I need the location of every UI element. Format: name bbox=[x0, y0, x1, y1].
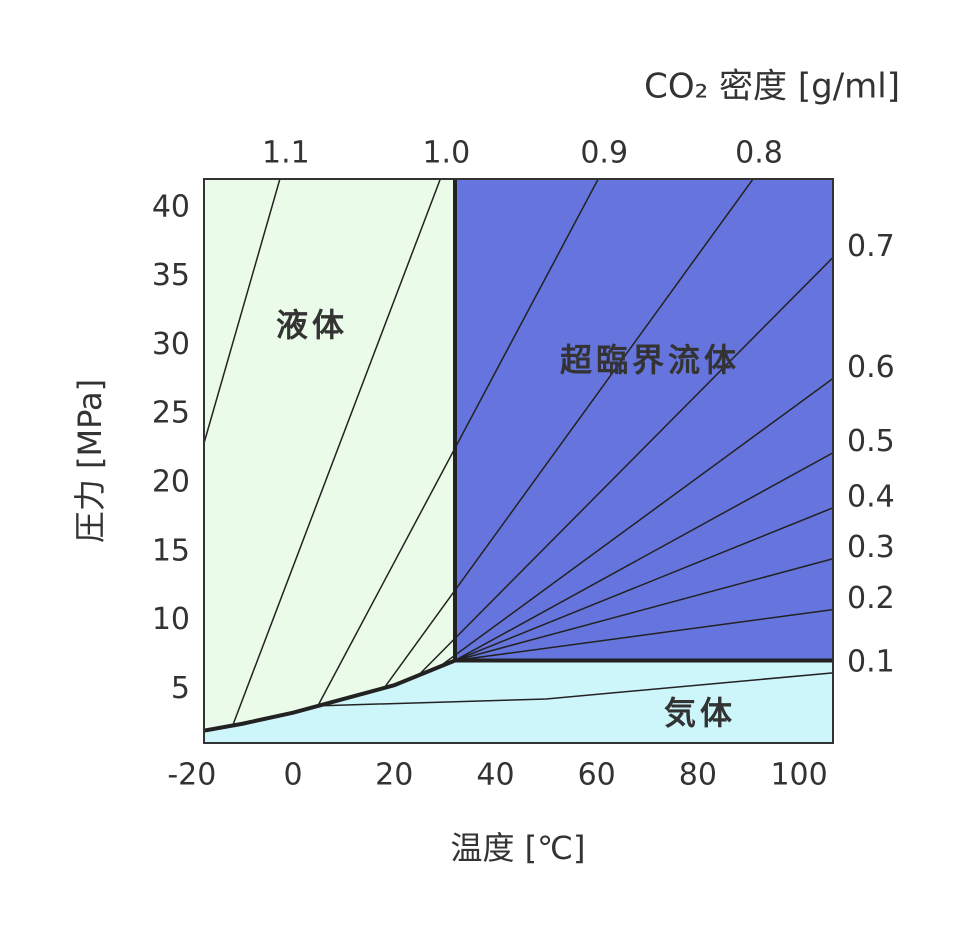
y-tick-label: 30 bbox=[152, 327, 190, 362]
y-tick-label: 20 bbox=[152, 465, 190, 500]
y-axis-title: 圧力 [MPa] bbox=[71, 379, 109, 543]
y-tick-label: 25 bbox=[152, 396, 190, 431]
region-label: 気体 bbox=[664, 694, 736, 732]
y-tick-label: 40 bbox=[152, 189, 190, 224]
density-isoline bbox=[317, 179, 599, 707]
x-axis-title: 温度 [℃] bbox=[450, 829, 585, 867]
y-tick-label: 10 bbox=[152, 602, 190, 637]
density-isoline bbox=[454, 557, 833, 662]
density-isoline bbox=[439, 377, 833, 667]
density-isoline bbox=[204, 179, 281, 444]
x-tick-label: 100 bbox=[770, 758, 827, 793]
density-isoline bbox=[454, 452, 833, 662]
region-label: 液体 bbox=[276, 306, 348, 344]
vapor-curve bbox=[204, 658, 456, 733]
x-tick-label: 20 bbox=[375, 758, 413, 793]
isoline-label: 0.5 bbox=[847, 424, 895, 459]
y-tick-label: 35 bbox=[152, 258, 190, 293]
isoline-label: 0.2 bbox=[847, 581, 895, 616]
supercritical-region bbox=[454, 179, 833, 661]
plot-area bbox=[204, 179, 833, 743]
top-axis-title: CO₂ 密度 [g/ml] bbox=[644, 67, 900, 107]
density-isoline bbox=[454, 507, 833, 662]
density-isoline bbox=[232, 179, 442, 726]
isoline-label: 1.1 bbox=[262, 136, 310, 171]
y-tick-label: 5 bbox=[171, 671, 190, 706]
isoline-label: 0.9 bbox=[580, 136, 628, 171]
x-tick-label: 40 bbox=[476, 758, 514, 793]
isoline-label: 0.1 bbox=[847, 644, 895, 679]
liquid-region bbox=[204, 179, 455, 731]
isoline-label: 0.4 bbox=[847, 479, 895, 514]
density-isoline bbox=[384, 179, 754, 688]
isoline-label: 0.3 bbox=[847, 530, 895, 565]
isoline-label: 0.7 bbox=[847, 229, 895, 264]
x-tick-label: 0 bbox=[284, 758, 303, 793]
isoline-label: 0.6 bbox=[847, 350, 895, 385]
y-tick-label: 15 bbox=[152, 533, 190, 568]
x-tick-label: -20 bbox=[167, 758, 216, 793]
density-isoline bbox=[417, 256, 833, 677]
density-isoline bbox=[454, 608, 833, 662]
region-label: 超臨界流体 bbox=[560, 341, 740, 379]
isoline-label: 1.0 bbox=[422, 136, 470, 171]
plot-border bbox=[203, 178, 834, 744]
isoline-label: 0.8 bbox=[735, 136, 783, 171]
x-tick-label: 60 bbox=[578, 758, 616, 793]
x-tick-label: 80 bbox=[679, 758, 717, 793]
density-isoline bbox=[317, 672, 833, 707]
